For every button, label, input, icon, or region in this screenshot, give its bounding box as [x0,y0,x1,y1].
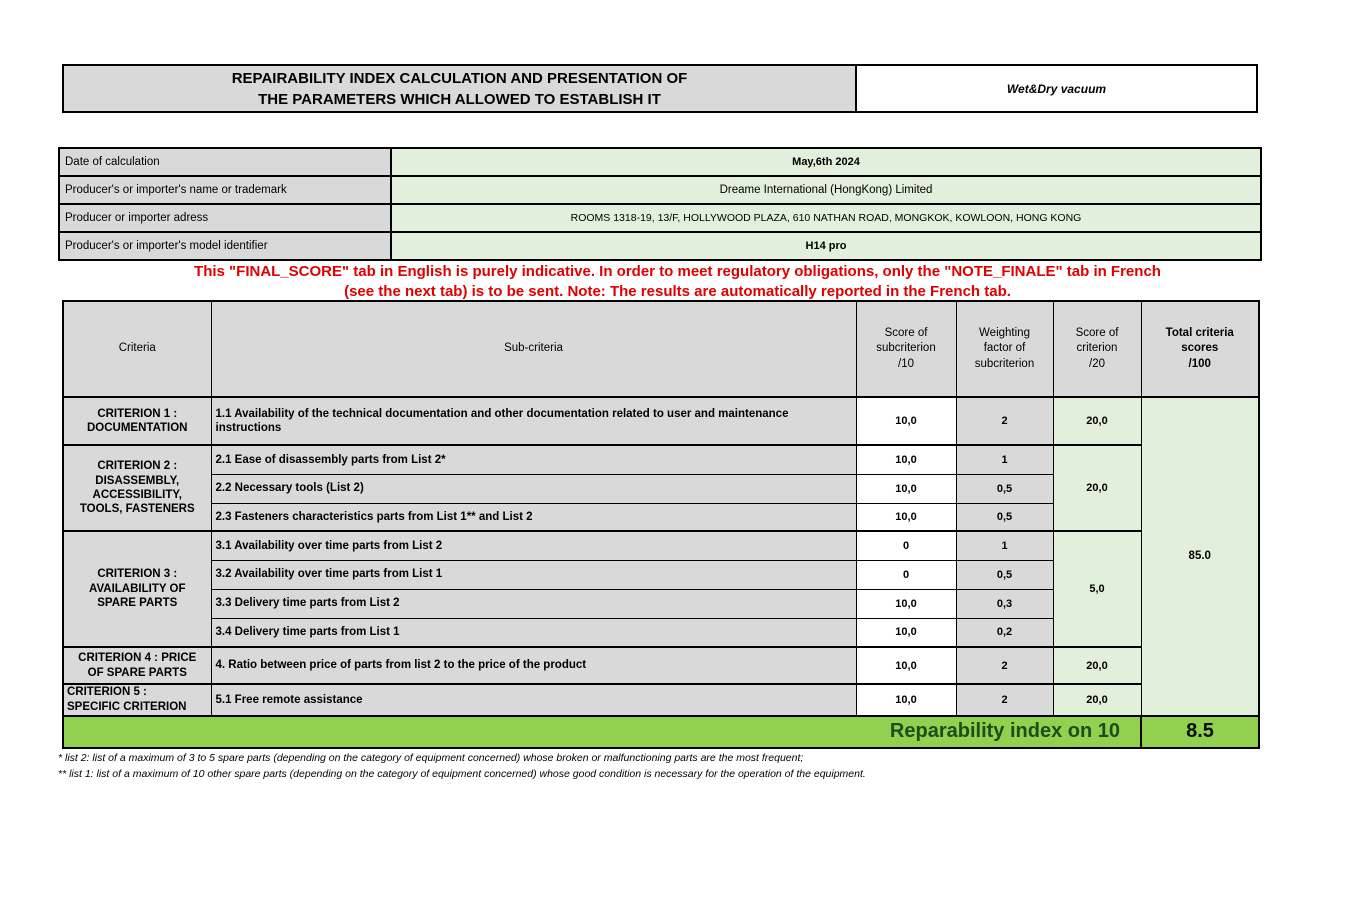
info-row-model: Producer's or importer's model identifie… [58,231,1262,261]
footnote-list1: ** list 1: list of a maximum of 10 other… [58,768,866,781]
score-1-1: 10,0 [855,396,957,446]
notice-line-1: This "FINAL_SCORE" tab in English is pur… [194,263,1161,280]
document-title: REPAIRABILITY INDEX CALCULATION AND PRES… [64,66,857,111]
subcriterion-3-4: 3.4 Delivery time parts from List 1 [210,617,857,648]
subcriterion-4: 4. Ratio between price of parts from lis… [210,646,857,685]
product-type-label: Wet&Dry vacuum [857,66,1256,111]
header-criteria: Criteria [62,300,212,398]
weight-3-3: 0,3 [955,588,1054,619]
subcriterion-5-1: 5.1 Free remote assistance [210,683,857,717]
info-label-date: Date of calculation [58,147,392,177]
score-3-2: 0 [855,559,957,590]
info-label-address: Producer or importer adress [58,203,392,233]
score-2-1: 10,0 [855,444,957,475]
header-subcriteria: Sub-criteria [210,300,857,398]
table-row: CRITERION 5 : SPECIFIC CRITERION 5.1 Fre… [62,683,1259,717]
subcriterion-1-1: 1.1 Availability of the technical docume… [210,396,857,446]
table-row: 3.2 Availability over time parts from Li… [63,559,1259,590]
score-2-2: 10,0 [855,473,957,504]
criterion-4-label: CRITERION 4 : PRICE OF SPARE PARTS [62,646,212,685]
criterion-3-label: CRITERION 3 : AVAILABILITY OF SPARE PART… [62,530,212,648]
info-row-producer: Producer's or importer's name or tradema… [58,175,1262,205]
weight-3-4: 0,2 [955,617,1054,648]
table-row: CRITERION 4 : PRICE OF SPARE PARTS 4. Ra… [62,646,1259,685]
info-label-producer: Producer's or importer's name or tradema… [58,175,392,205]
subcriterion-3-3: 3.3 Delivery time parts from List 2 [210,588,857,619]
header-total-scores: Total criteria scores /100 [1140,300,1260,398]
table-row: 2.3 Fasteners characteristics parts from… [63,502,1259,532]
title-bar: REPAIRABILITY INDEX CALCULATION AND PRES… [62,64,1258,113]
header-row: Criteria Sub-criteria Score of subcriter… [62,300,1260,398]
subcriterion-2-1: 2.1 Ease of disassembly parts from List … [210,444,857,475]
weight-2-3: 0,5 [955,502,1054,532]
score-2-3: 10,0 [855,502,957,532]
table-row: CRITERION 3 : AVAILABILITY OF SPARE PART… [62,530,1259,648]
subcriterion-3-2: 3.2 Availability over time parts from Li… [210,559,857,590]
criterion-2-label: CRITERION 2 : DISASSEMBLY, ACCESSIBILITY… [62,444,212,532]
table-row: CRITERION 2 : DISASSEMBLY, ACCESSIBILITY… [62,444,1259,532]
summary-row: Reparability index on 10 8.5 [62,714,1260,749]
criterion-2-score: 20,0 [1052,444,1142,532]
info-value-address: ROOMS 1318-19, 13/F, HOLLYWOOD PLAZA, 61… [390,203,1262,233]
score-5-1: 10,0 [855,683,957,717]
weight-2-1: 1 [955,444,1054,475]
score-3-1: 0 [855,530,957,561]
total-criteria-score: 85.0 [1140,396,1260,717]
info-value-date: May,6th 2024 [390,147,1262,177]
score-3-4: 10,0 [855,617,957,648]
info-value-model: H14 pro [390,231,1262,261]
reparability-index-label: Reparability index on 10 [62,714,1142,749]
weight-3-2: 0,5 [955,559,1054,590]
weight-5-1: 2 [955,683,1054,717]
criterion-4-score: 20,0 [1052,646,1142,685]
reparability-index-value: 8.5 [1140,714,1260,749]
header-score-subcriterion: Score of subcriterion /10 [855,300,957,398]
score-4: 10,0 [855,646,957,685]
table-row: CRITERION 1 : DOCUMENTATION 1.1 Availabi… [62,396,1260,717]
subcriterion-2-3: 2.3 Fasteners characteristics parts from… [210,502,857,532]
regulatory-notice: This "FINAL_SCORE" tab in English is pur… [0,262,1355,303]
weight-2-2: 0,5 [955,473,1054,504]
info-row-date: Date of calculation May,6th 2024 [58,147,1262,177]
criterion-5-label: CRITERION 5 : SPECIFIC CRITERION [62,683,212,717]
weight-1-1: 2 [955,396,1054,446]
header-weighting-factor: Weighting factor of subcriterion [955,300,1054,398]
footnote-list2: * list 2: list of a maximum of 3 to 5 sp… [58,752,804,764]
weight-4: 2 [955,646,1054,685]
subcriterion-2-2: 2.2 Necessary tools (List 2) [210,473,857,504]
info-table: Date of calculation May,6th 2024 Produce… [58,147,1262,261]
info-value-producer: Dreame International (HongKong) Limited [390,175,1262,205]
criterion-1-score: 20,0 [1052,396,1142,446]
notice-line-2: (see the next tab) is to be sent. Note: … [344,283,1011,301]
info-label-model: Producer's or importer's model identifie… [58,231,392,261]
table-row: 2.2 Necessary tools (List 2) 10,0 0,5 [63,473,1259,504]
criterion-3-score: 5,0 [1052,530,1142,648]
weight-3-1: 1 [955,530,1054,561]
header-score-criterion: Score of criterion /20 [1052,300,1142,398]
criterion-5-score: 20,0 [1052,683,1142,717]
info-row-address: Producer or importer adress ROOMS 1318-1… [58,203,1262,233]
criteria-table: Criteria Sub-criteria Score of subcriter… [62,300,1260,749]
table-row: 3.4 Delivery time parts from List 1 10,0… [63,617,1259,648]
subcriterion-3-1: 3.1 Availability over time parts from Li… [210,530,857,561]
criterion-1-label: CRITERION 1 : DOCUMENTATION [62,396,212,446]
footnotes: * list 2: list of a maximum of 3 to 5 sp… [58,750,1258,783]
score-3-3: 10,0 [855,588,957,619]
